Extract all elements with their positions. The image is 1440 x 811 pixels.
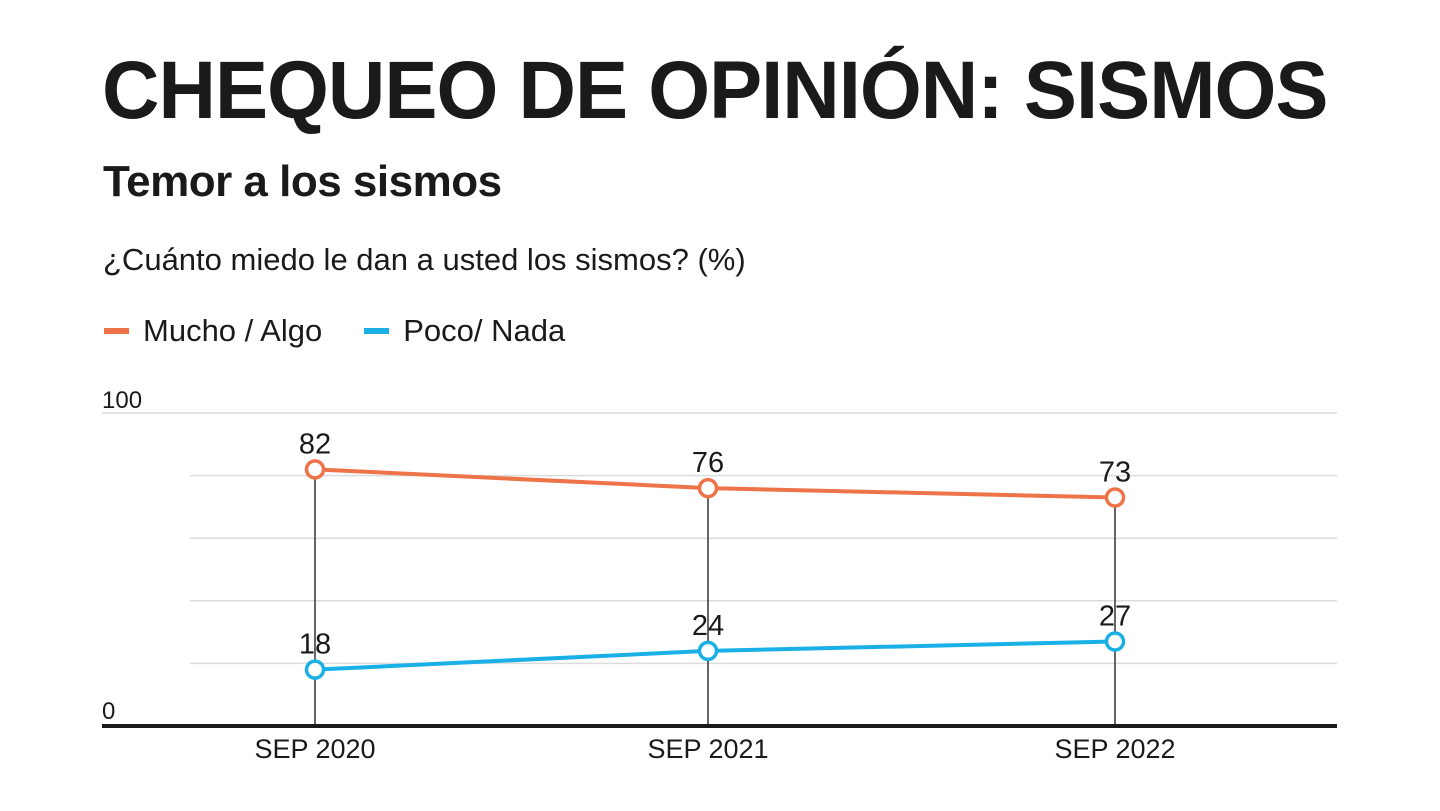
data-label: 27 — [1099, 600, 1131, 632]
data-label: 24 — [692, 610, 724, 642]
legend-item-poco-nada: Poco/ Nada — [364, 313, 565, 349]
data-point — [304, 459, 326, 480]
survey-question: ¿Cuánto miedo le dan a usted los sismos?… — [103, 242, 746, 277]
legend-item-mucho-algo: Mucho / Algo — [104, 313, 322, 349]
data-label: 76 — [692, 447, 724, 479]
data-point — [304, 659, 326, 680]
x-tick-label: SEP 2021 — [647, 734, 768, 764]
legend-swatch-poco-nada — [364, 328, 390, 334]
chart-subtitle: Temor a los sismos — [103, 157, 502, 206]
x-tick-label: SEP 2022 — [1054, 734, 1175, 764]
legend: Mucho / Algo Poco/ Nada — [104, 313, 607, 349]
y-tick-label: 100 — [102, 387, 142, 414]
data-label: 73 — [1099, 457, 1131, 489]
legend-label: Mucho / Algo — [143, 313, 323, 348]
data-point — [1104, 631, 1126, 652]
data-point — [1104, 487, 1126, 508]
data-label: 18 — [299, 629, 331, 661]
data-point — [697, 640, 719, 662]
y-tick-label: 0 — [102, 698, 115, 725]
page-title: CHEQUEO DE OPINIÓN: SISMOS — [102, 45, 1328, 136]
data-point — [697, 477, 719, 499]
legend-label: Poco/ Nada — [403, 313, 566, 348]
legend-swatch-mucho-algo — [104, 328, 129, 334]
data-label: 82 — [299, 428, 331, 460]
x-tick-label: SEP 2020 — [254, 734, 375, 764]
